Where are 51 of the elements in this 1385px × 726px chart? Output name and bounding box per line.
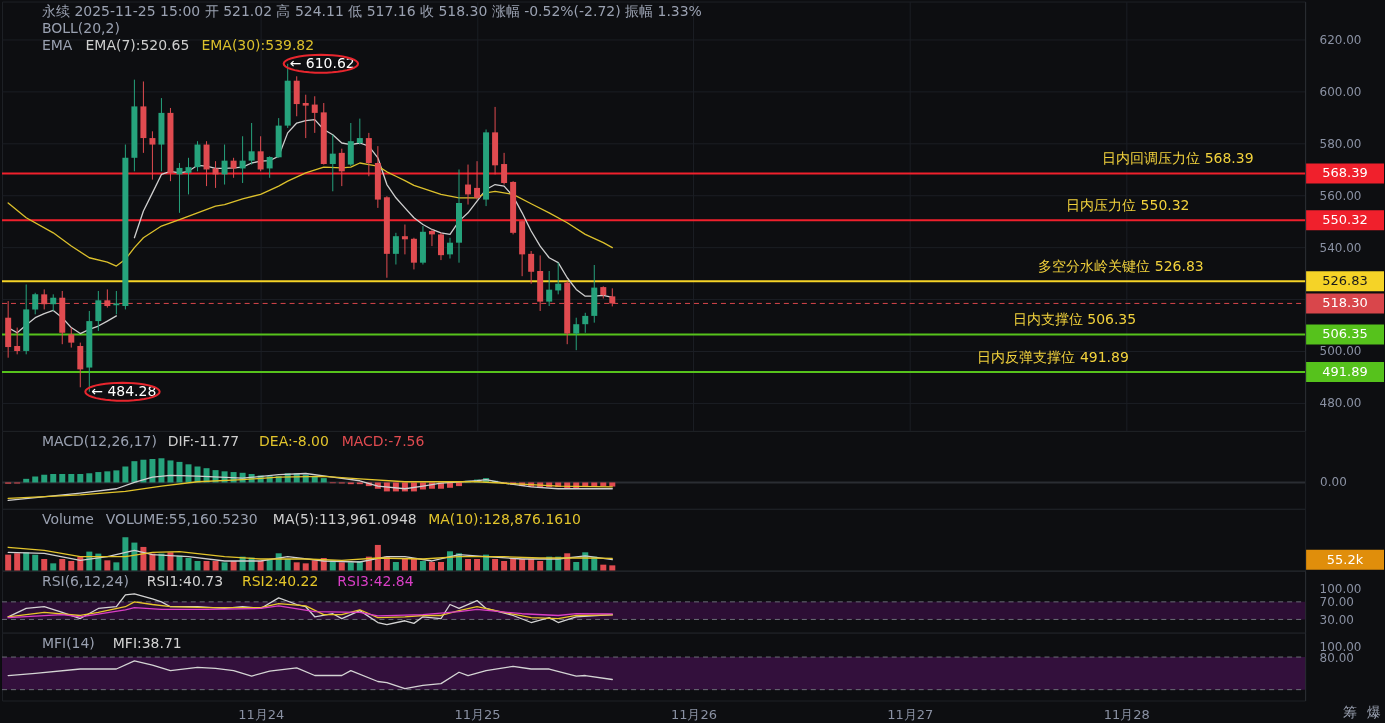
- y-tick-label: 70.00: [1319, 595, 1354, 610]
- text: 筹: [1343, 704, 1358, 721]
- x-tick-label: 11月28: [1103, 706, 1150, 722]
- annotation: 日内反弹支撑位 491.89: [977, 349, 1129, 366]
- chart-subtitle: VOLUME:55,160.5230: [105, 510, 258, 527]
- y-tick-label: 540.00: [1319, 240, 1362, 255]
- annotation: 日内回调压力位 568.39: [1102, 150, 1254, 167]
- annotation: 491.89: [1322, 363, 1368, 379]
- x-tick-label: 11月25: [454, 706, 501, 722]
- y-tick-label: 100.00: [1319, 582, 1362, 597]
- y-tick-label: 560.00: [1319, 188, 1362, 203]
- legend-title: EMA: [41, 37, 73, 54]
- x-tick-label: 11月24: [238, 706, 285, 722]
- text: EMA(7):520.65: [85, 37, 190, 54]
- series-label: DIF:-11.77: [167, 432, 240, 449]
- series-label: RSI2:40.22: [242, 572, 319, 589]
- annotation: 多空分水岭关键位 526.83: [1038, 258, 1204, 275]
- chart-title: MFI(14): [41, 634, 95, 651]
- chart-title: Volume: [41, 510, 94, 527]
- y-tick-label: 580.00: [1319, 136, 1362, 151]
- series-label: DEA:-8.00: [259, 432, 329, 449]
- annotation: 518.30: [1322, 295, 1368, 311]
- chart-title: RSI(6,12,24): [41, 572, 129, 589]
- text: MA(5):113,961.0948: [272, 510, 417, 527]
- series-label: MFI:38.71: [112, 634, 182, 651]
- annotation: 550.32: [1322, 212, 1368, 228]
- chart-title: MACD(12,26,17): [41, 432, 157, 449]
- text: MACD:-7.56: [341, 432, 425, 449]
- y-tick-label: 30.00: [1319, 612, 1354, 627]
- annotation: 日内压力位 550.32: [1066, 197, 1190, 214]
- annotation: ← 610.62: [289, 54, 355, 71]
- x-tick-label: 11月26: [670, 706, 717, 722]
- annotation: 568.39: [1322, 165, 1368, 181]
- y-tick-label: 500.00: [1319, 344, 1362, 359]
- y-tick-label: 600.00: [1319, 84, 1362, 99]
- text: MA(10):128,876.1610: [428, 510, 581, 527]
- annotation: ← 484.28: [91, 382, 157, 399]
- annotation: 日内支撑位 506.35: [1012, 311, 1137, 328]
- y-tick-label: 480.00: [1319, 396, 1362, 411]
- text: 爆: [1367, 704, 1382, 721]
- annotation: 506.35: [1322, 326, 1368, 342]
- text: 55.2k: [1326, 551, 1364, 567]
- annotation: 526.83: [1322, 273, 1368, 289]
- x-tick-label: 11月27: [887, 706, 934, 722]
- annotation: 0.00: [1320, 475, 1347, 490]
- text: EMA(30):539.82: [201, 37, 315, 54]
- series-label: RSI1:40.73: [146, 572, 224, 589]
- series-label: RSI3:42.84: [337, 572, 414, 589]
- y-tick-label: 620.00: [1319, 32, 1362, 47]
- annotation: BOLL(20,2): [41, 20, 120, 37]
- chart-title: 永续 2025-11-25 15:00 开 521.02 高 524.11 低 517.16 收 518.30 涨幅 -0.52%(-2.72) 振幅 1.33%: [41, 3, 702, 20]
